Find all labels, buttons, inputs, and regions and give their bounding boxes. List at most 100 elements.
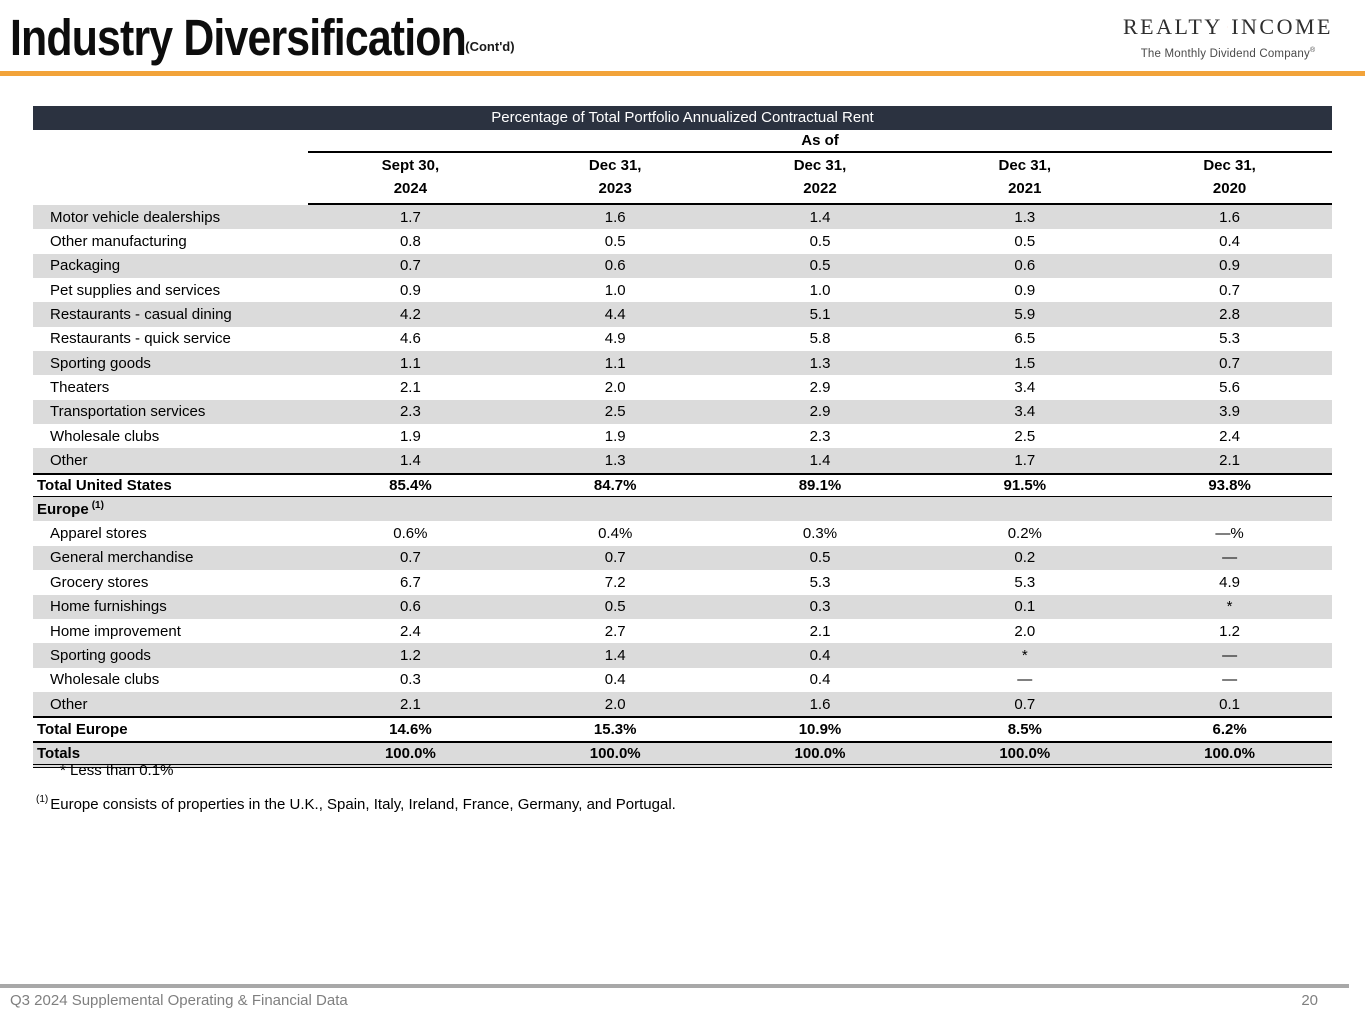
table-row: Motor vehicle dealerships 1.7 1.6 1.4 1.3 1.6 (33, 205, 1332, 230)
registered-mark: ® (1309, 47, 1316, 54)
row-value: 5.3 (1219, 330, 1241, 348)
row-value: 0.5 (1014, 233, 1036, 251)
row-label: Total Europe (37, 720, 128, 738)
row-value: 1.9 (399, 427, 421, 445)
row-value: 100.0% (794, 744, 846, 762)
row-value: 2.9 (809, 403, 831, 421)
row-label: Grocery stores (50, 573, 149, 591)
row-label: Pet supplies and services (50, 281, 221, 299)
row-label: Theaters (50, 379, 110, 397)
column-header: Dec 31, 2022 (793, 157, 847, 197)
row-value: 2.5 (1014, 427, 1036, 445)
row-value: 1.6 (1219, 208, 1241, 226)
table-row: Other 2.1 2.0 1.6 0.7 0.1 (33, 691, 1332, 717)
footer-divider (0, 984, 1349, 988)
row-value: 0.4 (809, 646, 831, 664)
row-value: 100.0% (999, 744, 1051, 762)
row-value: 0.1 (1014, 598, 1036, 616)
row-label: Wholesale clubs (50, 427, 160, 445)
row-value: 15.3% (593, 720, 637, 738)
row-value: 1.3 (1014, 208, 1036, 226)
row-value: 2.1 (399, 695, 421, 713)
row-value: 2.7 (604, 622, 626, 640)
row-label: Europe (1) (37, 500, 104, 519)
row-value: 0.4 (604, 671, 626, 689)
table-title-bar: Percentage of Total Portfolio Annualized… (33, 106, 1332, 130)
row-value: 1.0 (604, 281, 626, 299)
accent-divider (0, 71, 1365, 76)
table-row: Packaging 0.7 0.6 0.5 0.6 0.9 (33, 253, 1332, 279)
row-label: Wholesale clubs (50, 671, 160, 689)
row-value: 2.4 (1219, 427, 1241, 445)
row-value: 2.4 (399, 622, 421, 640)
row-value: 4.6 (399, 330, 421, 348)
row-value: 1.4 (399, 452, 421, 470)
row-value: 5.1 (809, 306, 831, 324)
row-label: Home furnishings (50, 598, 167, 616)
table-row: Europe (1) (33, 497, 1332, 522)
table-row: Sporting goods 1.2 1.4 0.4 * — (33, 643, 1332, 668)
table-row: Sporting goods 1.1 1.1 1.3 1.5 0.7 (33, 351, 1332, 376)
row-value: 100.0% (1204, 744, 1256, 762)
row-value: 0.4 (809, 671, 831, 689)
row-label: General merchandise (50, 549, 194, 567)
table-row: Theaters 2.1 2.0 2.9 3.4 5.6 (33, 375, 1332, 399)
row-value: 5.3 (1014, 573, 1036, 591)
as-of-label: As of (308, 130, 1332, 153)
row-value: 6.2% (1212, 720, 1247, 738)
row-value: 2.8 (1219, 306, 1241, 324)
row-value: 1.3 (604, 452, 626, 470)
row-label: Restaurants - quick service (50, 330, 231, 348)
page-header: Industry Diversification (Cont'd) REALTY… (0, 0, 1365, 76)
row-value: 93.8% (1208, 476, 1251, 494)
logo-word-income: INCOME (1231, 14, 1333, 39)
table-row: Totals 100.0% 100.0% 100.0% 100.0% 100.0% (33, 740, 1332, 768)
row-value: 1.1 (604, 354, 626, 372)
row-value: 1.9 (604, 427, 626, 445)
footer-document-title: Q3 2024 Supplemental Operating & Financi… (10, 992, 348, 1009)
row-value: 5.3 (809, 573, 831, 591)
realty-income-logo: REALTY INCOME The Monthly Dividend Compa… (1123, 10, 1333, 60)
row-value: 0.3 (809, 598, 831, 616)
row-value: 6.5 (1014, 330, 1036, 348)
row-label: Other manufacturing (50, 233, 187, 251)
row-value: 1.7 (1014, 452, 1036, 470)
table-body: Motor vehicle dealerships 1.7 1.6 1.4 1.3 1.6… (33, 205, 1332, 768)
row-value: 5.6 (1219, 379, 1241, 397)
row-value: 3.9 (1219, 403, 1241, 421)
page-title-contd: (Cont'd) (465, 39, 515, 54)
row-value: — (1222, 646, 1238, 664)
row-value: —% (1215, 525, 1244, 543)
table-row: Apparel stores 0.6% 0.4% 0.3% 0.2% —% (33, 521, 1332, 545)
row-value: 2.9 (809, 379, 831, 397)
table-row: Home improvement 2.4 2.7 2.1 2.0 1.2 (33, 619, 1332, 643)
row-value: 1.6 (604, 208, 626, 226)
column-header: Dec 31, 2020 (1203, 157, 1256, 197)
row-value: 0.4% (598, 525, 633, 543)
table-row: Pet supplies and services 0.9 1.0 1.0 0.9 0.7 (33, 278, 1332, 302)
row-value: 1.2 (1219, 622, 1241, 640)
footnote-europe-text: Europe consists of properties in the U.K… (50, 796, 676, 813)
row-value: 2.1 (399, 379, 421, 397)
row-value: 1.4 (809, 208, 831, 226)
row-label: Sporting goods (50, 354, 151, 372)
row-label: Packaging (50, 257, 121, 275)
footnote-europe-ref: (1) (36, 794, 49, 805)
row-value: 100.0% (384, 744, 436, 762)
row-value: 0.9 (399, 281, 421, 299)
row-value: 0.6% (393, 525, 428, 543)
column-header: Dec 31, 2023 (588, 157, 642, 197)
row-label: Home improvement (50, 622, 181, 640)
footnote-europe: (1) Europe consists of properties in the … (36, 794, 676, 813)
row-value: 0.5 (604, 233, 626, 251)
table-row: Restaurants - quick service 4.6 4.9 5.8 6.5 5… (33, 327, 1332, 351)
row-value: 3.4 (1014, 403, 1036, 421)
row-value: 2.3 (809, 427, 831, 445)
row-value: 2.1 (1219, 452, 1241, 470)
table-row: Total United States 85.4% 84.7% 89.1% 91.5% 9… (33, 472, 1332, 498)
table-row: Transportation services 2.3 2.5 2.9 3.4 3.9 (33, 399, 1332, 425)
table-row: Other 1.4 1.3 1.4 1.7 2.1 (33, 448, 1332, 473)
row-value: 4.9 (1219, 573, 1241, 591)
row-value: 100.0% (589, 744, 641, 762)
logo-tagline: The Monthly Dividend Company® (1140, 47, 1316, 60)
